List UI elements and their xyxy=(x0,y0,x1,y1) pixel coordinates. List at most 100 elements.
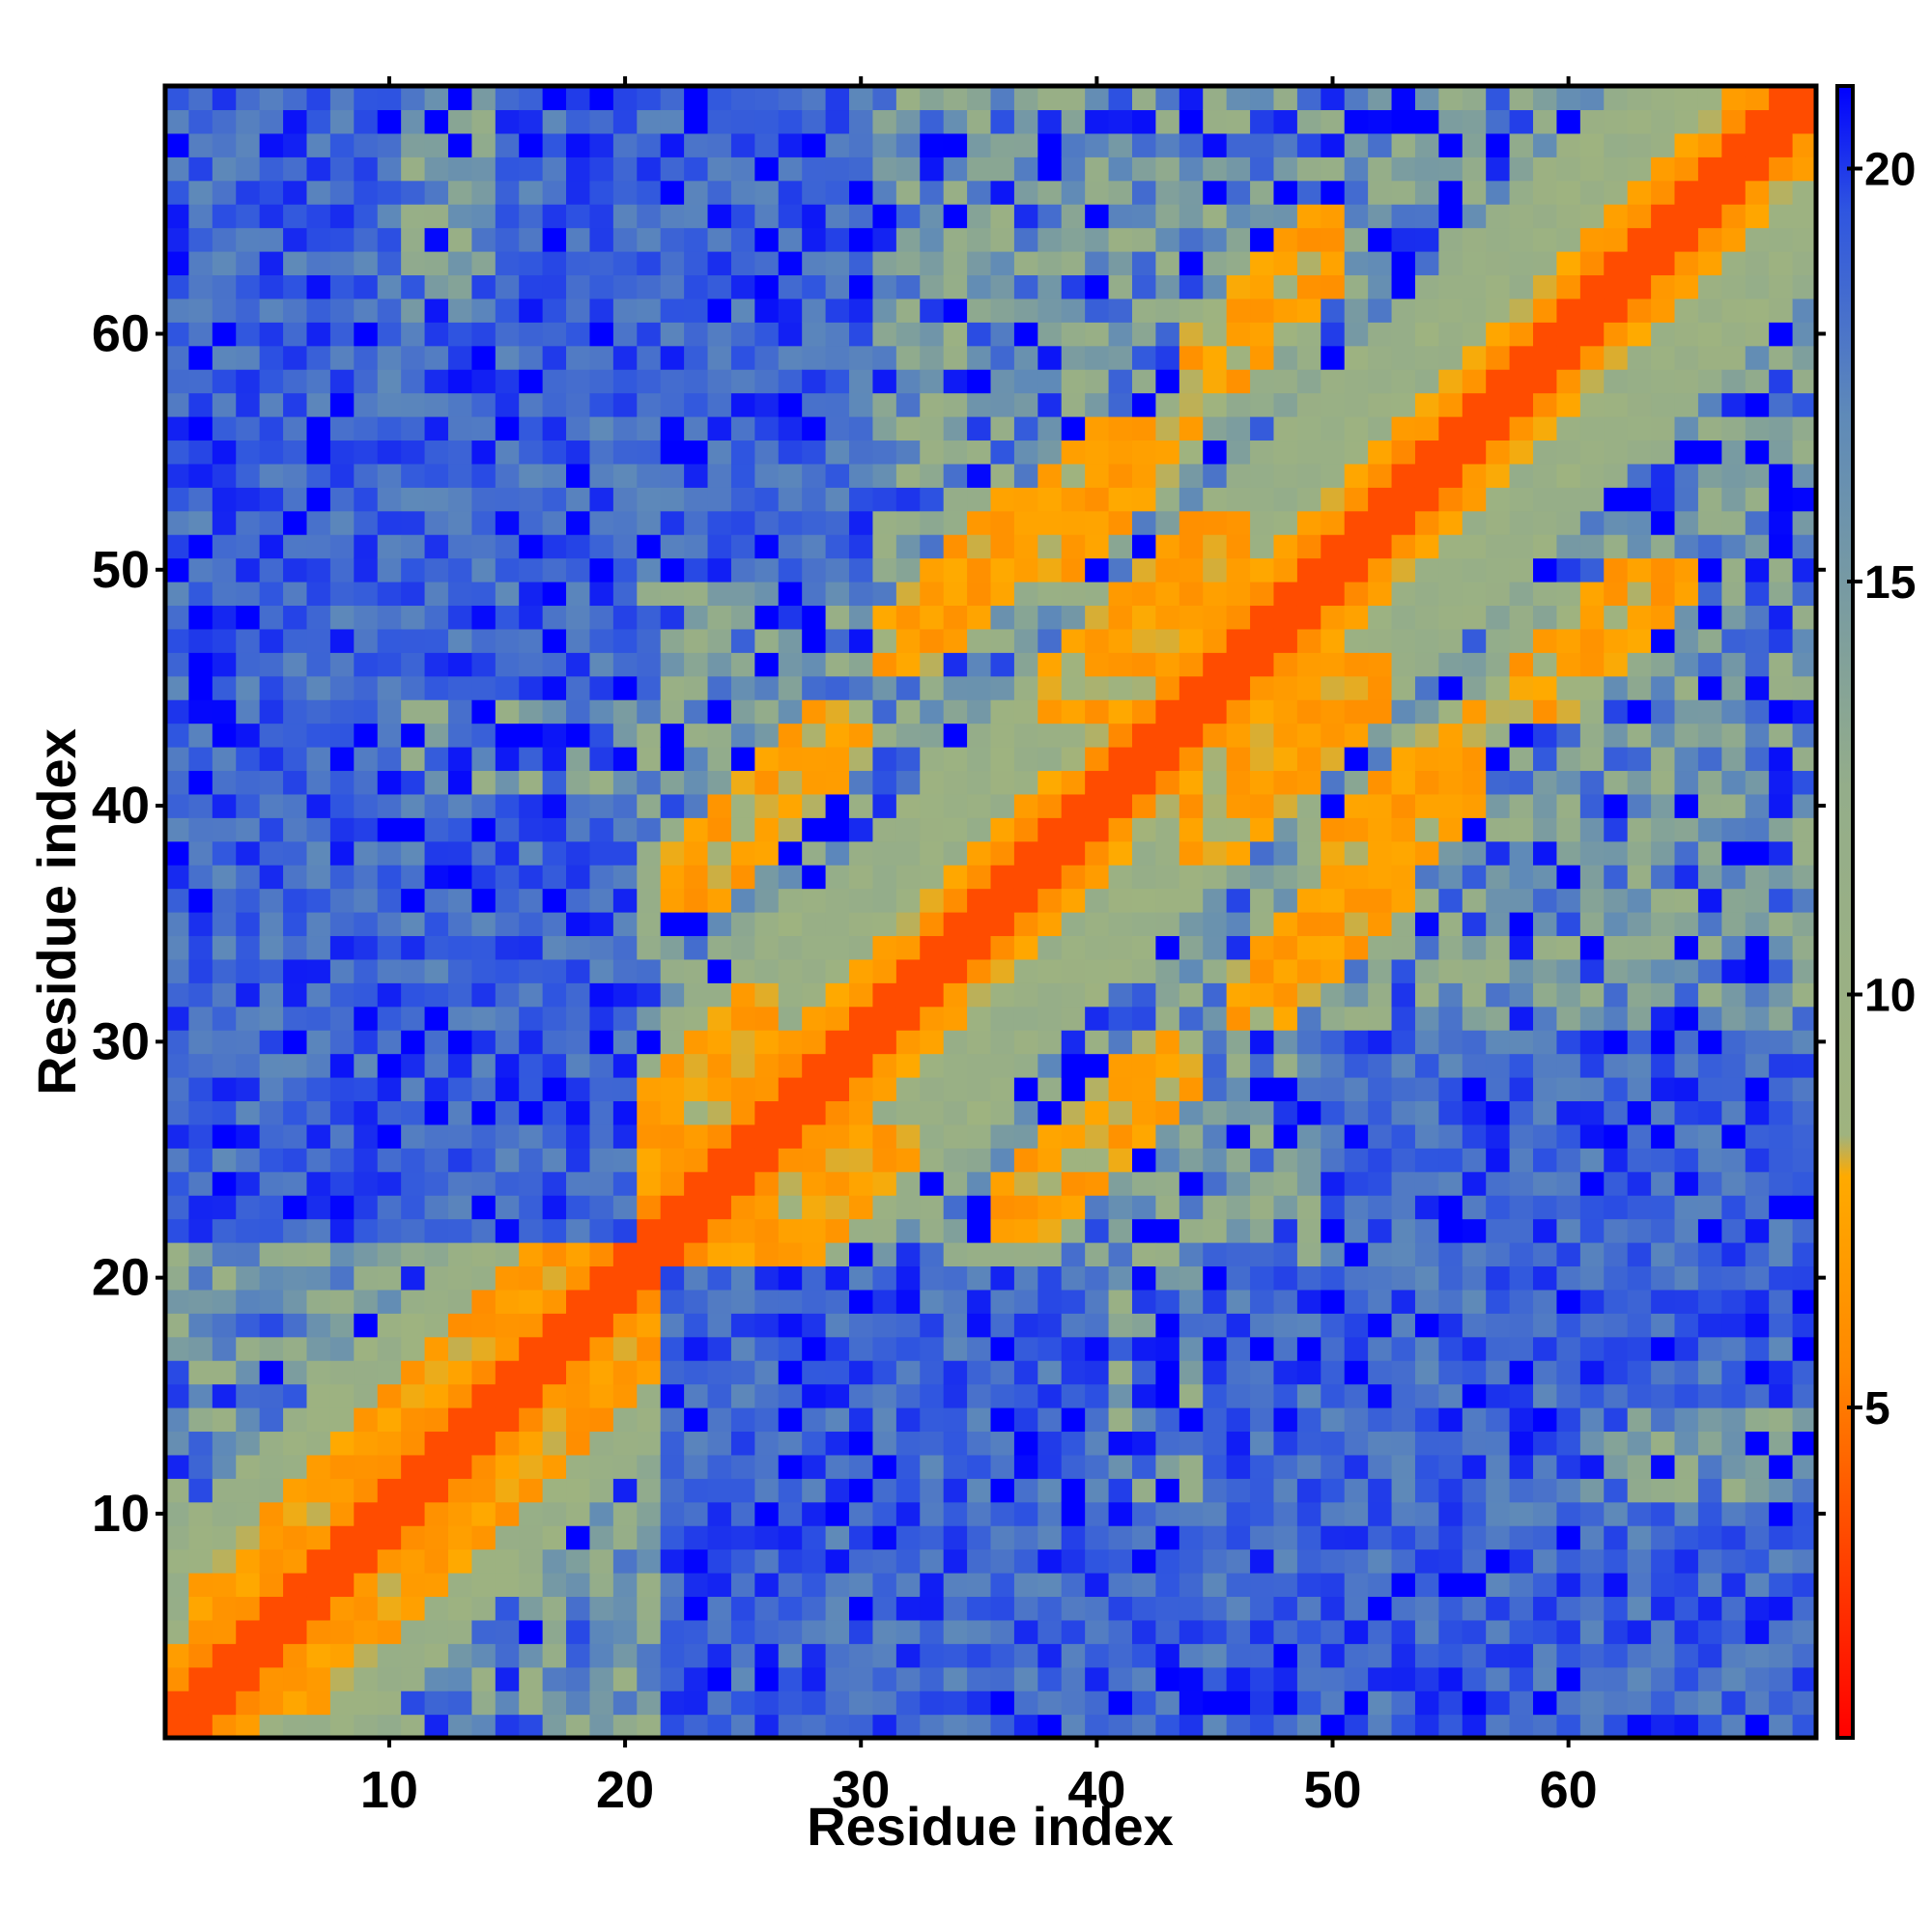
heatmap-cell xyxy=(519,345,544,370)
heatmap-cell xyxy=(1792,1123,1817,1149)
heatmap-cell xyxy=(1627,392,1652,417)
heatmap-cell xyxy=(1697,1242,1722,1267)
heatmap-cell xyxy=(283,487,308,512)
heatmap-cell xyxy=(1414,251,1439,276)
heatmap-cell xyxy=(1250,817,1275,842)
heatmap-cell xyxy=(542,652,567,677)
heatmap-cell xyxy=(684,180,709,205)
heatmap-cell xyxy=(1344,1218,1369,1243)
heatmap-cell xyxy=(612,1407,638,1433)
heatmap-cell xyxy=(1769,605,1794,630)
heatmap-cell xyxy=(1414,699,1439,724)
heatmap-cell xyxy=(707,227,732,252)
heatmap-cell xyxy=(188,770,213,795)
heatmap-cell xyxy=(920,180,945,205)
heatmap-cell xyxy=(684,1053,709,1078)
heatmap-cell xyxy=(377,1336,402,1361)
heatmap-cell xyxy=(1769,1431,1794,1456)
heatmap-cell xyxy=(1179,958,1204,983)
heatmap-cell xyxy=(1745,1077,1770,1102)
heatmap-cell xyxy=(566,723,591,748)
heatmap-cell xyxy=(519,1407,544,1433)
heatmap-cell xyxy=(1179,605,1204,630)
heatmap-cell xyxy=(354,1360,379,1385)
heatmap-cell xyxy=(1745,463,1770,488)
heatmap-cell xyxy=(660,109,685,134)
heatmap-cell xyxy=(1579,770,1605,795)
heatmap-cell xyxy=(872,865,897,890)
heatmap-cell xyxy=(259,605,284,630)
heatmap-cell xyxy=(660,935,685,960)
heatmap-cell xyxy=(1651,1077,1676,1102)
heatmap-cell xyxy=(1462,1383,1487,1408)
heatmap-cell xyxy=(1792,865,1817,890)
heatmap-cell xyxy=(566,109,591,134)
heatmap-cell xyxy=(424,1525,449,1550)
heatmap-cell xyxy=(707,1431,732,1456)
heatmap-cell xyxy=(1296,1360,1321,1385)
heatmap-cell xyxy=(967,935,992,960)
heatmap-cell xyxy=(1203,1501,1228,1526)
heatmap-cell xyxy=(188,392,213,417)
heatmap-cell xyxy=(1604,1265,1629,1291)
heatmap-cell xyxy=(212,1030,237,1055)
heatmap-cell xyxy=(943,605,968,630)
heatmap-cell xyxy=(212,322,237,347)
heatmap-cell xyxy=(283,510,308,535)
heatmap-cell xyxy=(1085,628,1110,653)
heatmap-cell xyxy=(542,534,567,559)
heatmap-cell xyxy=(967,817,992,842)
heatmap-cell xyxy=(542,1431,567,1456)
heatmap-cell xyxy=(283,747,308,772)
heatmap-cell xyxy=(1203,1218,1228,1243)
heatmap-cell xyxy=(730,1171,755,1196)
heatmap-cell xyxy=(1013,1454,1038,1479)
heatmap-cell xyxy=(1556,958,1581,983)
heatmap-cell xyxy=(802,1666,827,1691)
heatmap-cell xyxy=(1085,251,1110,276)
heatmap-cell xyxy=(283,1030,308,1055)
heatmap-cell xyxy=(990,1596,1015,1621)
heatmap-cell xyxy=(329,1195,355,1220)
heatmap-cell xyxy=(589,675,614,700)
heatmap-cell xyxy=(1321,1714,1346,1739)
heatmap-cell xyxy=(1155,817,1180,842)
heatmap-cell xyxy=(872,109,897,134)
heatmap-cell xyxy=(1131,557,1156,582)
heatmap-cell xyxy=(1721,156,1747,182)
heatmap-cell xyxy=(259,1714,284,1739)
heatmap-cell xyxy=(1061,912,1086,937)
heatmap-cell xyxy=(1085,865,1110,890)
heatmap-cell xyxy=(1108,86,1133,111)
heatmap-cell xyxy=(1250,1265,1275,1291)
heatmap-cell xyxy=(306,723,331,748)
heatmap-cell xyxy=(165,1478,190,1503)
heatmap-cell xyxy=(943,1313,968,1338)
heatmap-cell xyxy=(707,1548,732,1574)
heatmap-cell xyxy=(283,156,308,182)
heatmap-cell xyxy=(1509,605,1534,630)
heatmap-cell xyxy=(1296,1313,1321,1338)
heatmap-cell xyxy=(1486,935,1511,960)
heatmap-cell xyxy=(1509,109,1534,134)
heatmap-cell xyxy=(943,345,968,370)
heatmap-cell xyxy=(589,86,614,111)
heatmap-cell xyxy=(1414,605,1439,630)
heatmap-cell xyxy=(1745,628,1770,653)
heatmap-cell xyxy=(967,1454,992,1479)
heatmap-cell xyxy=(1179,1478,1204,1503)
heatmap-cell xyxy=(1438,1242,1463,1267)
heatmap-cell xyxy=(329,345,355,370)
heatmap-cell xyxy=(1721,723,1747,748)
heatmap-cell xyxy=(730,86,755,111)
heatmap-cell xyxy=(1697,628,1722,653)
heatmap-cell xyxy=(519,840,544,866)
heatmap-cell xyxy=(660,958,685,983)
heatmap-cell xyxy=(660,487,685,512)
heatmap-cell xyxy=(354,534,379,559)
heatmap-cell xyxy=(1533,1100,1558,1125)
heatmap-cell xyxy=(1250,982,1275,1008)
heatmap-cell xyxy=(188,1265,213,1291)
heatmap-cell xyxy=(660,392,685,417)
heatmap-cell xyxy=(1108,274,1133,299)
